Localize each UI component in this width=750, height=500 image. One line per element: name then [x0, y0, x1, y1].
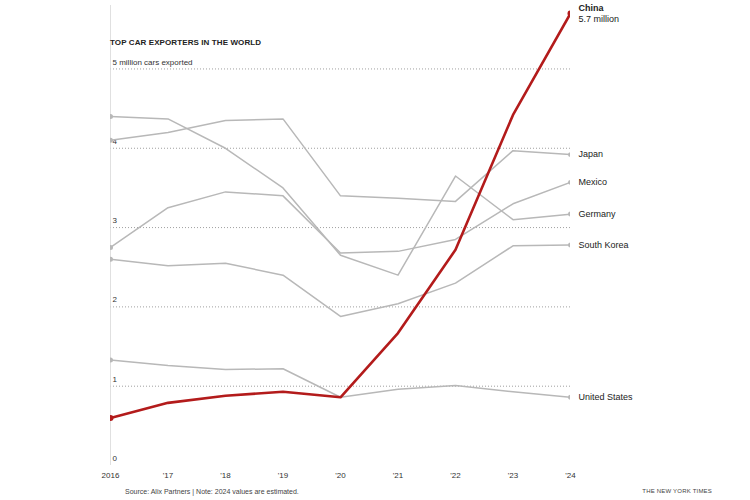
- svg-text:Germany: Germany: [579, 209, 617, 219]
- svg-text:'24: '24: [565, 471, 576, 480]
- svg-text:4: 4: [113, 137, 118, 146]
- svg-text:1: 1: [113, 375, 118, 384]
- svg-text:'21: '21: [393, 471, 404, 480]
- svg-text:'20: '20: [335, 471, 346, 480]
- svg-text:China: China: [579, 3, 605, 13]
- svg-text:'23: '23: [508, 471, 519, 480]
- html-text:TOP CAR EXPORTERS IN THE WORLD: TOP CAR EXPORTERS IN THE WORLD: [110, 38, 262, 47]
- html-text:THE NEW YORK TIMES: THE NEW YORK TIMES: [642, 488, 712, 494]
- svg-text:United States: United States: [579, 392, 634, 402]
- svg-text:Japan: Japan: [579, 149, 604, 159]
- svg-text:5 million cars exported: 5 million cars exported: [113, 58, 193, 67]
- svg-text:'18: '18: [220, 471, 231, 480]
- svg-text:'22: '22: [450, 471, 461, 480]
- svg-text:2: 2: [113, 295, 118, 304]
- svg-text:'17: '17: [163, 471, 174, 480]
- svg-text:'19: '19: [278, 471, 289, 480]
- svg-text:2016: 2016: [102, 471, 120, 480]
- svg-text:0: 0: [113, 454, 118, 463]
- svg-text:Mexico: Mexico: [579, 177, 608, 187]
- svg-text:3: 3: [113, 216, 118, 225]
- html-text:Source: Alix Partners | Note:: Source: Alix Partners | Note: 2024 value…: [125, 488, 299, 495]
- svg-text:5.7 million: 5.7 million: [579, 14, 620, 24]
- svg-text:South Korea: South Korea: [579, 240, 629, 250]
